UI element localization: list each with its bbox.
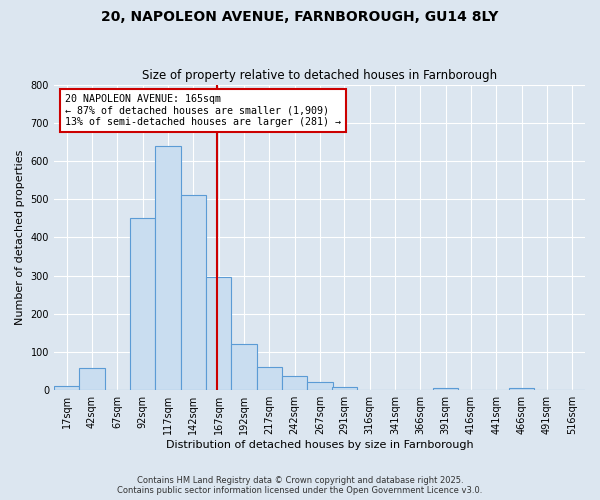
Bar xyxy=(54,386,79,390)
Bar xyxy=(231,344,257,390)
Bar xyxy=(181,196,206,390)
Bar xyxy=(332,387,357,390)
Bar xyxy=(130,218,155,390)
Bar xyxy=(257,366,282,390)
Bar xyxy=(155,146,181,390)
Bar xyxy=(433,388,458,390)
Bar xyxy=(307,382,332,390)
Bar xyxy=(206,278,231,390)
Text: 20, NAPOLEON AVENUE, FARNBOROUGH, GU14 8LY: 20, NAPOLEON AVENUE, FARNBOROUGH, GU14 8… xyxy=(101,10,499,24)
X-axis label: Distribution of detached houses by size in Farnborough: Distribution of detached houses by size … xyxy=(166,440,473,450)
Text: 20 NAPOLEON AVENUE: 165sqm
← 87% of detached houses are smaller (1,909)
13% of s: 20 NAPOLEON AVENUE: 165sqm ← 87% of deta… xyxy=(65,94,341,127)
Bar xyxy=(79,368,104,390)
Y-axis label: Number of detached properties: Number of detached properties xyxy=(15,150,25,325)
Bar xyxy=(282,376,307,390)
Text: Contains HM Land Registry data © Crown copyright and database right 2025.
Contai: Contains HM Land Registry data © Crown c… xyxy=(118,476,482,495)
Title: Size of property relative to detached houses in Farnborough: Size of property relative to detached ho… xyxy=(142,69,497,82)
Bar xyxy=(509,388,535,390)
